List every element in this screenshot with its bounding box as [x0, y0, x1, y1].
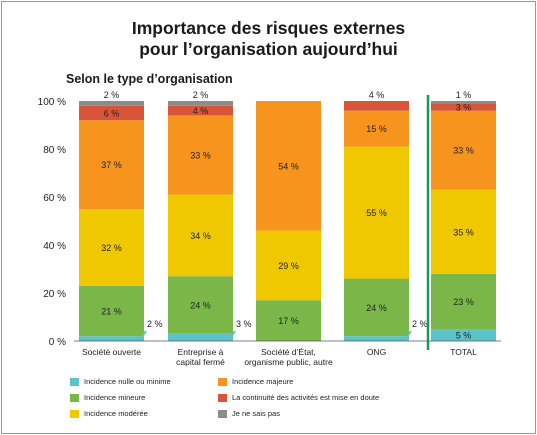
category-label: Entreprise à — [178, 347, 224, 357]
bar-value-label: 4 % — [193, 106, 209, 116]
bar-value-label: 2 % — [104, 90, 120, 100]
legend-label: Incidence nulle ou minime — [84, 377, 171, 386]
legend-item: Je ne sais pas — [218, 409, 280, 418]
bar-value-label: 4 % — [369, 90, 385, 100]
bar-segment — [431, 101, 496, 104]
legend-item: Incidence nulle ou minime — [70, 377, 171, 386]
bar-segment — [344, 278, 409, 337]
bar-segment — [168, 105, 233, 116]
bar-segment — [344, 336, 409, 341]
bar-segment — [168, 194, 233, 277]
bar-segment — [256, 101, 321, 231]
bar-segment — [431, 273, 496, 329]
bar-segment — [168, 115, 233, 195]
y-tick-label: 0 % — [49, 337, 66, 348]
category-label: Société d’État, — [261, 347, 316, 357]
bar-segment — [344, 146, 409, 279]
legend-label: Je ne sais pas — [232, 409, 280, 418]
bar-value-label: 33 % — [190, 151, 211, 161]
legend-label: Incidence modérée — [84, 409, 148, 418]
bar-segment — [79, 209, 144, 286]
bar-value-label: 35 % — [453, 227, 474, 237]
bar-segment — [79, 105, 144, 121]
legend-label: Incidence majeure — [232, 377, 294, 386]
category-label: Société ouverte — [82, 347, 141, 357]
bar-value-label: 54 % — [278, 161, 299, 171]
bar-value-label: 2 % — [412, 319, 428, 329]
bar-value-label: 5 % — [456, 331, 472, 341]
bar-value-label: 32 % — [101, 243, 122, 253]
bar-segment — [256, 300, 321, 341]
legend-item: Incidence majeure — [218, 377, 293, 386]
legend-item: La continuité des activités est mise en … — [218, 393, 379, 402]
bar-segment — [256, 230, 321, 301]
legend-swatch — [218, 409, 227, 418]
legend-label: Incidence mineure — [84, 393, 146, 402]
bar-value-label: 33 % — [453, 146, 474, 156]
chart-title-line-1: Importance des risques externes — [131, 18, 406, 38]
bar-value-label: 1 % — [456, 90, 472, 100]
legend-swatch — [70, 393, 79, 402]
category-label: TOTAL — [450, 347, 477, 357]
bar-value-label: 2 % — [147, 319, 163, 329]
bar-segment — [168, 333, 233, 341]
y-tick-label: 60 % — [43, 193, 66, 204]
category-label: organisme public, autre — [244, 357, 333, 367]
category-label: ONG — [367, 347, 386, 357]
chart-subtitle: Selon le type d’organisation — [66, 72, 233, 86]
bar-segment — [344, 101, 409, 111]
bar-segment — [168, 101, 233, 106]
bar-value-label: 3 % — [236, 319, 252, 329]
bar-value-label: 3 % — [456, 103, 472, 113]
y-tick-label: 80 % — [43, 145, 66, 156]
legend-swatch — [70, 409, 79, 418]
label-connector — [404, 330, 412, 341]
label-connector — [228, 330, 236, 341]
bar-segment — [431, 189, 496, 274]
bar-segment — [431, 329, 496, 341]
label-connector — [139, 330, 147, 341]
chart-title: Importance des risques externes pour l’o… — [0, 18, 537, 60]
bar-value-label: 15 % — [366, 124, 387, 134]
bar-value-label: 55 % — [366, 208, 387, 218]
y-tick-label: 100 % — [38, 97, 66, 108]
bar-value-label: 37 % — [101, 160, 122, 170]
bar-segment — [79, 285, 144, 337]
bar-segment — [431, 110, 496, 190]
bar-value-label: 2 % — [193, 90, 209, 100]
bar-value-label: 24 % — [190, 301, 211, 311]
bar-segment — [79, 336, 144, 341]
legend-label: La continuité des activités est mise en … — [232, 393, 380, 402]
legend-item: Incidence modérée — [70, 409, 148, 418]
legend-swatch — [70, 377, 79, 386]
legend-item: Incidence mineure — [70, 393, 145, 402]
bar-segment — [344, 110, 409, 147]
bar-value-label: 24 % — [366, 303, 387, 313]
bar-value-label: 23 % — [453, 297, 474, 307]
legend-swatch — [218, 377, 227, 386]
bar-segment — [168, 276, 233, 334]
y-tick-label: 20 % — [43, 289, 66, 300]
bar-value-label: 29 % — [278, 261, 299, 271]
bar-value-label: 21 % — [101, 307, 122, 317]
chart-title-line-2: pour l’organisation aujourd’hui — [139, 39, 398, 59]
bar-segment — [79, 120, 144, 209]
y-tick-label: 40 % — [43, 241, 66, 252]
legend-swatch — [218, 393, 227, 402]
bar-segment — [431, 103, 496, 111]
category-label: capital fermé — [176, 357, 225, 367]
bar-value-label: 17 % — [278, 316, 299, 326]
bar-value-label: 34 % — [190, 231, 211, 241]
bar-value-label: 6 % — [104, 109, 120, 119]
bar-segment — [79, 101, 144, 106]
